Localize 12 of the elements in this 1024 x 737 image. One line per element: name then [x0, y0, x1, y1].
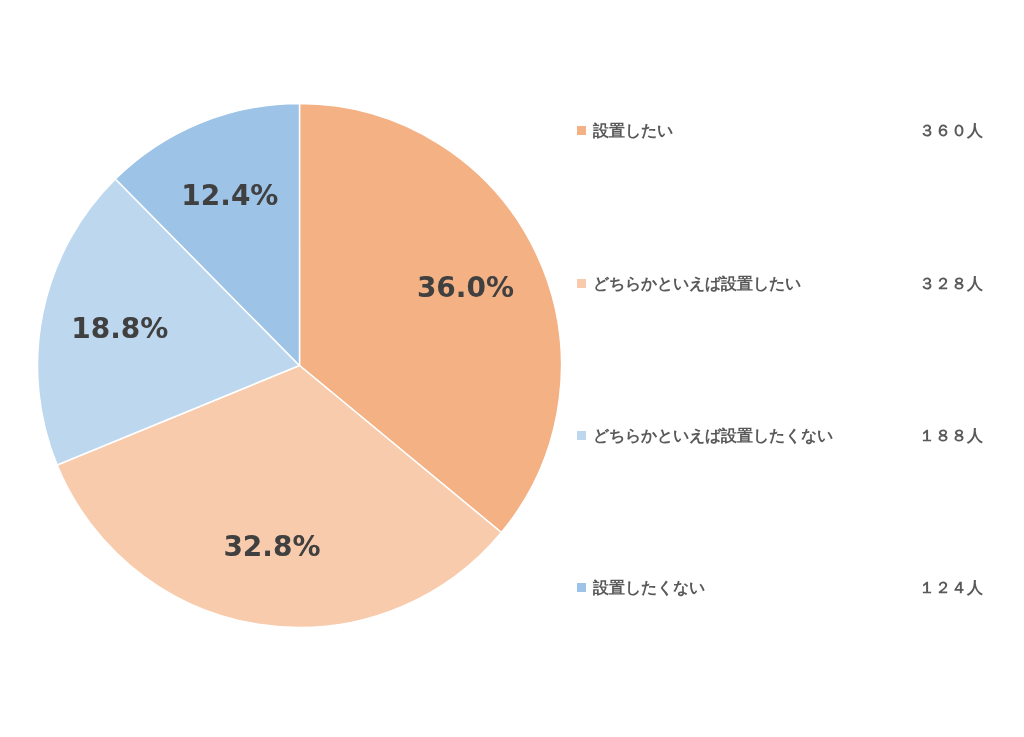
data-label: 32.8%: [223, 530, 321, 564]
legend-label: どちらかといえば設置したい: [592, 274, 801, 293]
legend-label: 設置したい: [591, 121, 673, 140]
legend-label: 設置したくない: [591, 578, 705, 597]
text: ３２８人: [918, 274, 984, 293]
data-label: 36.0%: [416, 270, 515, 304]
text: １２４人: [918, 578, 984, 597]
legend-label: どちらかといえば設置したくない: [592, 426, 833, 445]
data-label: 18.8%: [71, 312, 169, 346]
text: ３６０人: [918, 121, 984, 140]
text: １８８人: [918, 426, 984, 445]
data-label: 12.4%: [181, 179, 279, 213]
